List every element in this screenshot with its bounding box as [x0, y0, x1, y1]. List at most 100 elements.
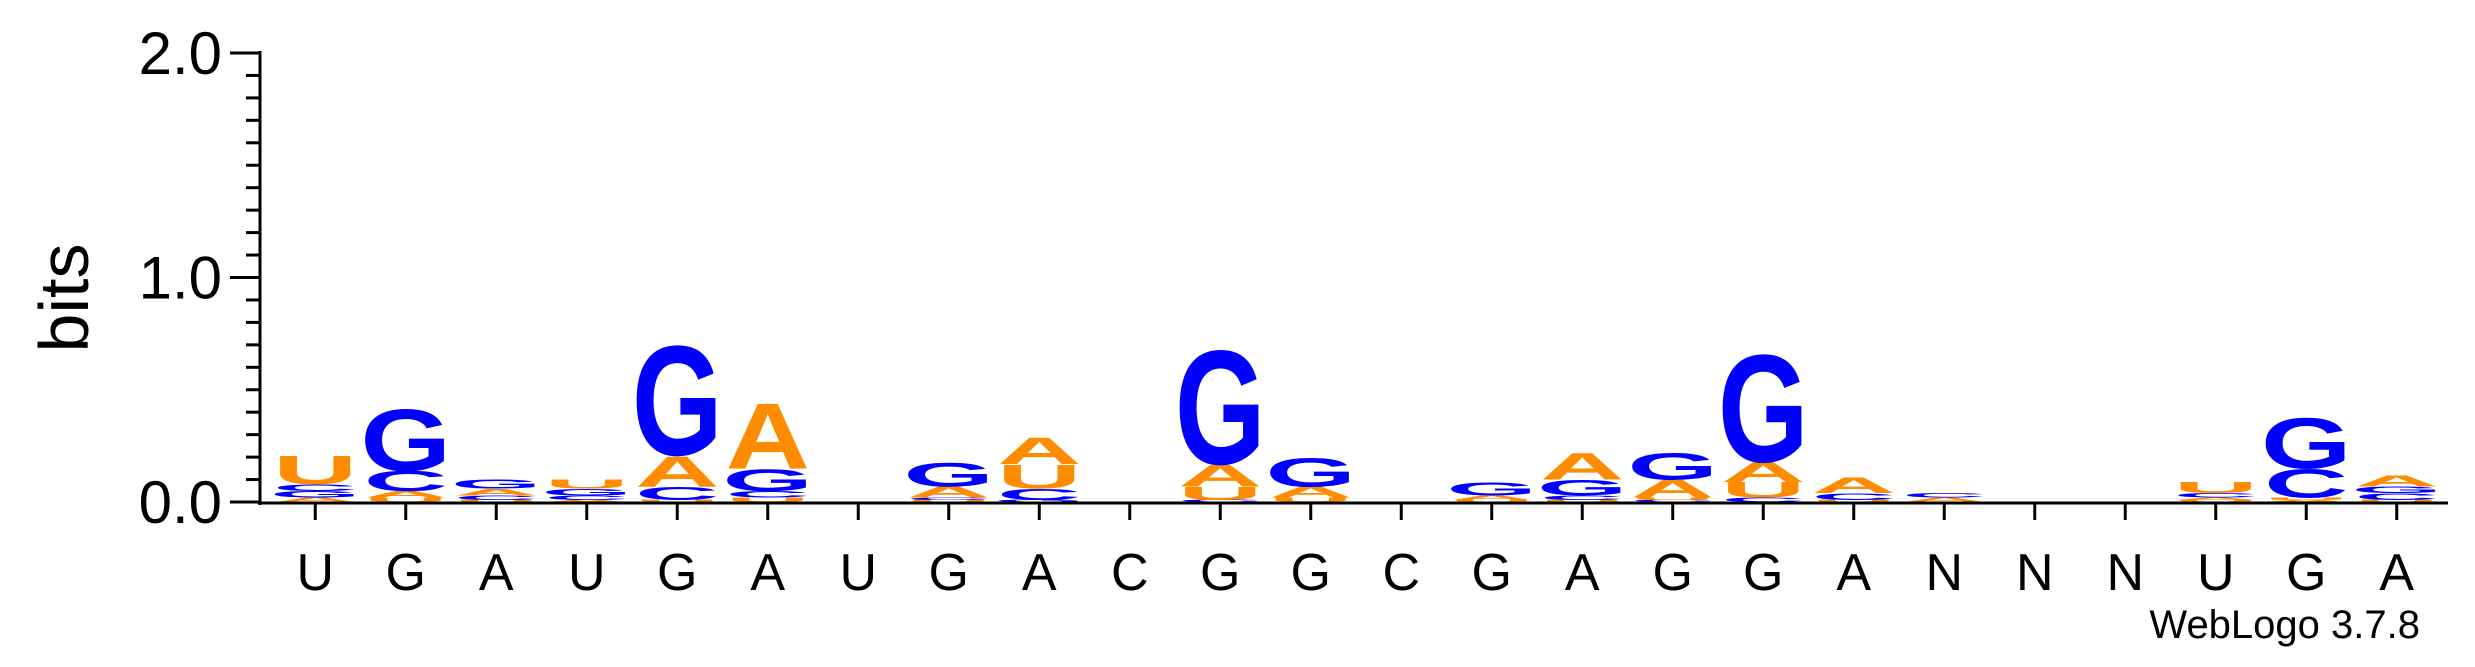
logo-letter-U: U	[2355, 499, 2439, 502]
y-axis-label: bits	[25, 244, 103, 353]
logo-letter-U: U	[1450, 499, 1534, 502]
logo-letter-C: C	[454, 494, 538, 501]
logo-letter-G: G	[1265, 449, 1356, 495]
logo-letter-G: G	[451, 477, 542, 491]
x-tick-label: U	[2197, 544, 2235, 602]
logo-letter-C: C	[2174, 492, 2258, 499]
logo-letter-C: C	[1902, 492, 1986, 499]
logo-letter-A: A	[364, 489, 448, 500]
logo-letter-A: A	[907, 483, 991, 501]
logo-letter-C: C	[997, 486, 1081, 504]
logo-letter-G: G	[1627, 446, 1718, 488]
x-tick-label: G	[929, 544, 969, 602]
x-tick-label: N	[1925, 544, 1963, 602]
y-tick-label: 1.0	[139, 245, 222, 312]
logo-letter-A: A	[2355, 472, 2439, 490]
x-tick-label: U	[839, 544, 877, 602]
logo-letter-G: G	[360, 392, 451, 490]
x-tick-label: C	[1111, 544, 1149, 602]
weblogo-credit: WebLogo 3.7.8	[2149, 603, 2420, 647]
logo-letter-G: G	[1175, 318, 1266, 500]
letter-stacks: AGCUUACGUCAGACGUUCAGUCGAUCAGGCUACUAGUAGU…	[270, 314, 2442, 506]
logo-letter-A: A	[1269, 483, 1353, 501]
axes: 0.01.02.0U G A U G A U G A C G G C G A G G A N N N U G A	[139, 20, 2448, 602]
logo-letter-C: C	[1721, 496, 1805, 503]
x-tick-label: A	[2379, 544, 2414, 602]
logo-letter-U: U	[907, 499, 991, 502]
logo-letter-G: G	[632, 314, 723, 489]
logo-letter-G: G	[270, 489, 361, 500]
logo-letter-A: A	[1178, 458, 1262, 493]
logo-letter-U: U	[2174, 499, 2258, 502]
logo-letter-G: G	[541, 487, 632, 498]
x-tick-label: G	[386, 544, 426, 602]
logo-letter-G: G	[2261, 403, 2352, 484]
logo-letter-U: U	[1631, 497, 1715, 500]
logo-letter-G: G	[2351, 484, 2442, 495]
x-tick-label: G	[2286, 544, 2326, 602]
logo-letter-U: U	[273, 447, 357, 493]
x-tick-label: U	[568, 544, 606, 602]
logo-letter-U: U	[1178, 483, 1262, 504]
x-tick-label: G	[657, 544, 697, 602]
logo-letter-C: C	[1540, 494, 1624, 501]
logo-letter-A: A	[2174, 497, 2258, 500]
logo-letter-A: A	[1812, 473, 1896, 498]
x-tick-label: N	[2106, 544, 2144, 602]
x-tick-label: G	[1743, 544, 1783, 602]
logo-letter-U: U	[726, 496, 810, 503]
logo-letter-U: U	[997, 458, 1081, 496]
logo-letter-C: C	[1631, 499, 1715, 502]
logo-letter-C: C	[907, 497, 991, 500]
logo-letter-A: A	[1540, 446, 1624, 488]
logo-letter-C: C	[545, 494, 629, 501]
logo-letter-G: G	[903, 455, 994, 493]
logo-letter-C: C	[273, 482, 357, 493]
logo-letter-C: C	[2355, 491, 2439, 502]
logo-letter-G: G	[722, 463, 813, 498]
logo-letter-A: A	[545, 499, 629, 502]
x-tick-label: G	[1200, 544, 1240, 602]
x-tick-label: A	[1565, 544, 1600, 602]
x-tick-label: U	[296, 544, 334, 602]
logo-letter-U: U	[364, 496, 448, 503]
logo-letter-G: G	[1718, 323, 1809, 494]
x-tick-label: A	[1836, 544, 1871, 602]
logo-letter-U: U	[2264, 497, 2348, 500]
logo-letter-A: A	[454, 487, 538, 498]
x-tick-label: A	[479, 544, 514, 602]
logo-letter-A: A	[1902, 496, 1986, 503]
logo-letter-A: A	[2264, 499, 2348, 502]
logo-letter-A: A	[1631, 475, 1715, 503]
logo-letter-A: A	[726, 384, 810, 489]
logo-letter-A: A	[635, 446, 719, 495]
logo-letter-U: U	[545, 477, 629, 491]
logo-letter-U: U	[635, 499, 719, 502]
logo-letter-U: U	[1812, 499, 1896, 502]
logo-letter-C: C	[364, 465, 448, 497]
y-tick-label: 0.0	[139, 469, 222, 536]
x-tick-label: C	[1382, 544, 1420, 602]
logo-letter-U: U	[1540, 499, 1624, 502]
logo-letter-A: A	[997, 430, 1081, 472]
logo-letter-G: G	[994, 499, 1085, 502]
logo-letter-C: C	[1178, 499, 1262, 502]
logo-letter-C: C	[635, 483, 719, 504]
logo-letter-U: U	[2174, 479, 2258, 497]
logo-letter-U: U	[1721, 478, 1805, 503]
logo-letter-C: C	[2264, 461, 2348, 507]
y-tick-label: 2.0	[139, 20, 222, 87]
logo-letter-C: C	[726, 489, 810, 500]
x-tick-label: G	[1653, 544, 1693, 602]
x-tick-label: N	[2016, 544, 2054, 602]
logo-letter-U: U	[1269, 496, 1353, 503]
logo-letter-G: G	[1446, 478, 1537, 499]
x-tick-label: A	[750, 544, 785, 602]
logo-letter-A: A	[273, 496, 357, 503]
logo-letter-A: A	[1721, 456, 1805, 488]
logo-letter-A: A	[1450, 494, 1534, 501]
logo-letter-U: U	[454, 499, 538, 502]
x-tick-label: G	[1291, 544, 1331, 602]
x-tick-label: A	[1022, 544, 1057, 602]
